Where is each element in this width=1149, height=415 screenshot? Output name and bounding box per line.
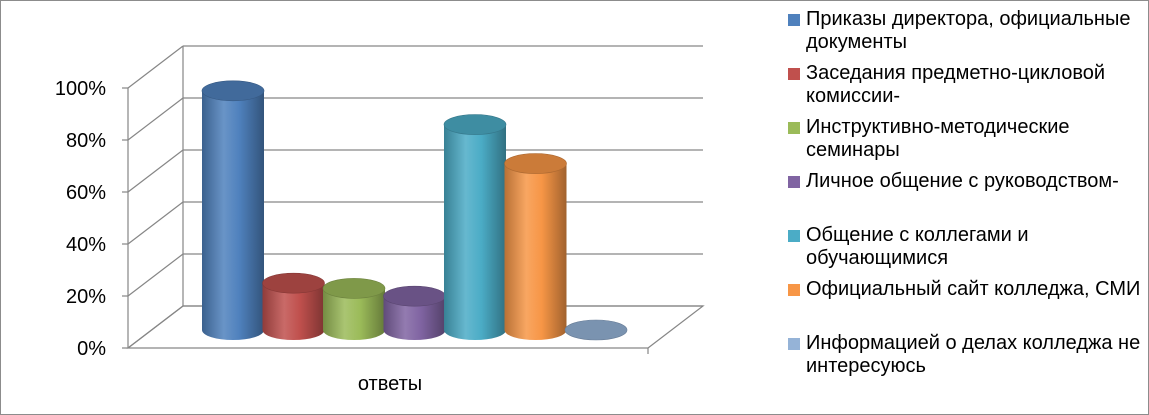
legend-label: Официальный сайт колледжа, СМИ [806,278,1141,300]
y-tick-label: 100% [55,78,106,100]
chart-bars [201,80,628,341]
y-tick-label: 60% [66,182,106,204]
legend-label: Общение с коллегами и обучающимися [806,224,1029,269]
legend-swatch [788,68,800,80]
legend-item: Общение с коллегами и обучающимися [786,224,1148,278]
gridline [122,45,703,89]
x-axis-category-label: ответы [358,373,422,395]
legend-item: Информацией о делах колледжа не интересу… [786,332,1148,386]
chart-plot: 0% 20% 40% 60% 80% 100% ответы [55,45,705,395]
legend-item: Приказы директора, официальные документы [786,8,1148,62]
legend-swatch [788,284,800,296]
y-tick-label: 40% [66,234,106,256]
bar [262,272,325,340]
y-tick-label: 0% [77,338,106,360]
gridline [122,253,703,297]
bar [504,153,567,340]
chart-legend: Приказы директора, официальные документы… [786,8,1148,386]
gridline [122,97,703,141]
gridline [122,201,703,245]
legend-label: Заседания предметно-цикловой комиссии- [806,62,1106,107]
legend-item: Инструктивно-методические семинары [786,116,1148,170]
bar [443,114,507,340]
bar [201,80,265,340]
legend-item: Заседания предметно-цикловой комиссии- [786,62,1148,116]
legend-swatch [788,176,800,188]
legend-label: Личное общение с руководством- [806,170,1119,192]
legend-label: Приказы директора, официальные документы [806,8,1131,53]
legend-swatch [788,338,800,350]
y-tick-label: 20% [66,286,106,308]
legend-swatch [788,122,800,134]
gridline [122,149,703,193]
bar [564,319,628,341]
legend-swatch [788,14,800,26]
legend-label: Информацией о делах колледжа не интересу… [806,332,1141,377]
legend-item: Официальный сайт колледжа, СМИ [786,278,1148,332]
y-axis-ticks: 0% 20% 40% 60% 80% 100% [55,78,106,360]
bar [322,278,386,340]
legend-swatch [788,230,800,242]
legend-label: Инструктивно-методические семинары [806,116,1070,161]
chart-floor [126,305,705,349]
bar [383,285,446,340]
y-tick-label: 80% [66,130,106,152]
legend-item: Личное общение с руководством- [786,170,1148,224]
